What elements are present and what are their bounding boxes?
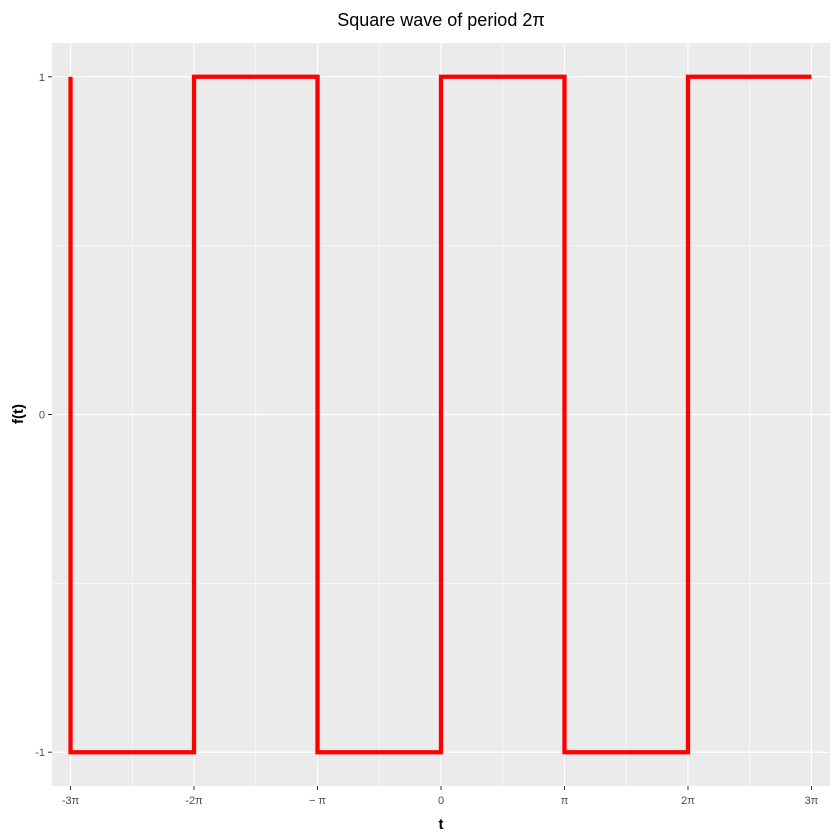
y-tick-label: -1 [35, 747, 45, 759]
y-tick-label: 1 [39, 72, 45, 84]
x-axis-ticks: -3π -2π − π 0 π 2π 3π [62, 786, 819, 807]
x-tick-label: -2π [185, 795, 203, 807]
x-tick-label: -3π [62, 795, 80, 807]
x-tick-label: 3π [805, 795, 819, 807]
x-tick-label: 2π [681, 795, 695, 807]
y-tick-label: 0 [39, 410, 45, 422]
chart-title: Square wave of period 2π [337, 10, 545, 30]
x-tick-label: 0 [438, 795, 444, 807]
y-axis-title: f(t) [10, 404, 27, 424]
x-axis-title: t [439, 816, 444, 833]
series-layer [68, 74, 812, 755]
x-tick-label: π [561, 795, 569, 807]
square-wave-line [68, 74, 812, 755]
y-axis-ticks: -1 0 1 [35, 72, 52, 759]
x-tick-label: − π [309, 795, 326, 807]
